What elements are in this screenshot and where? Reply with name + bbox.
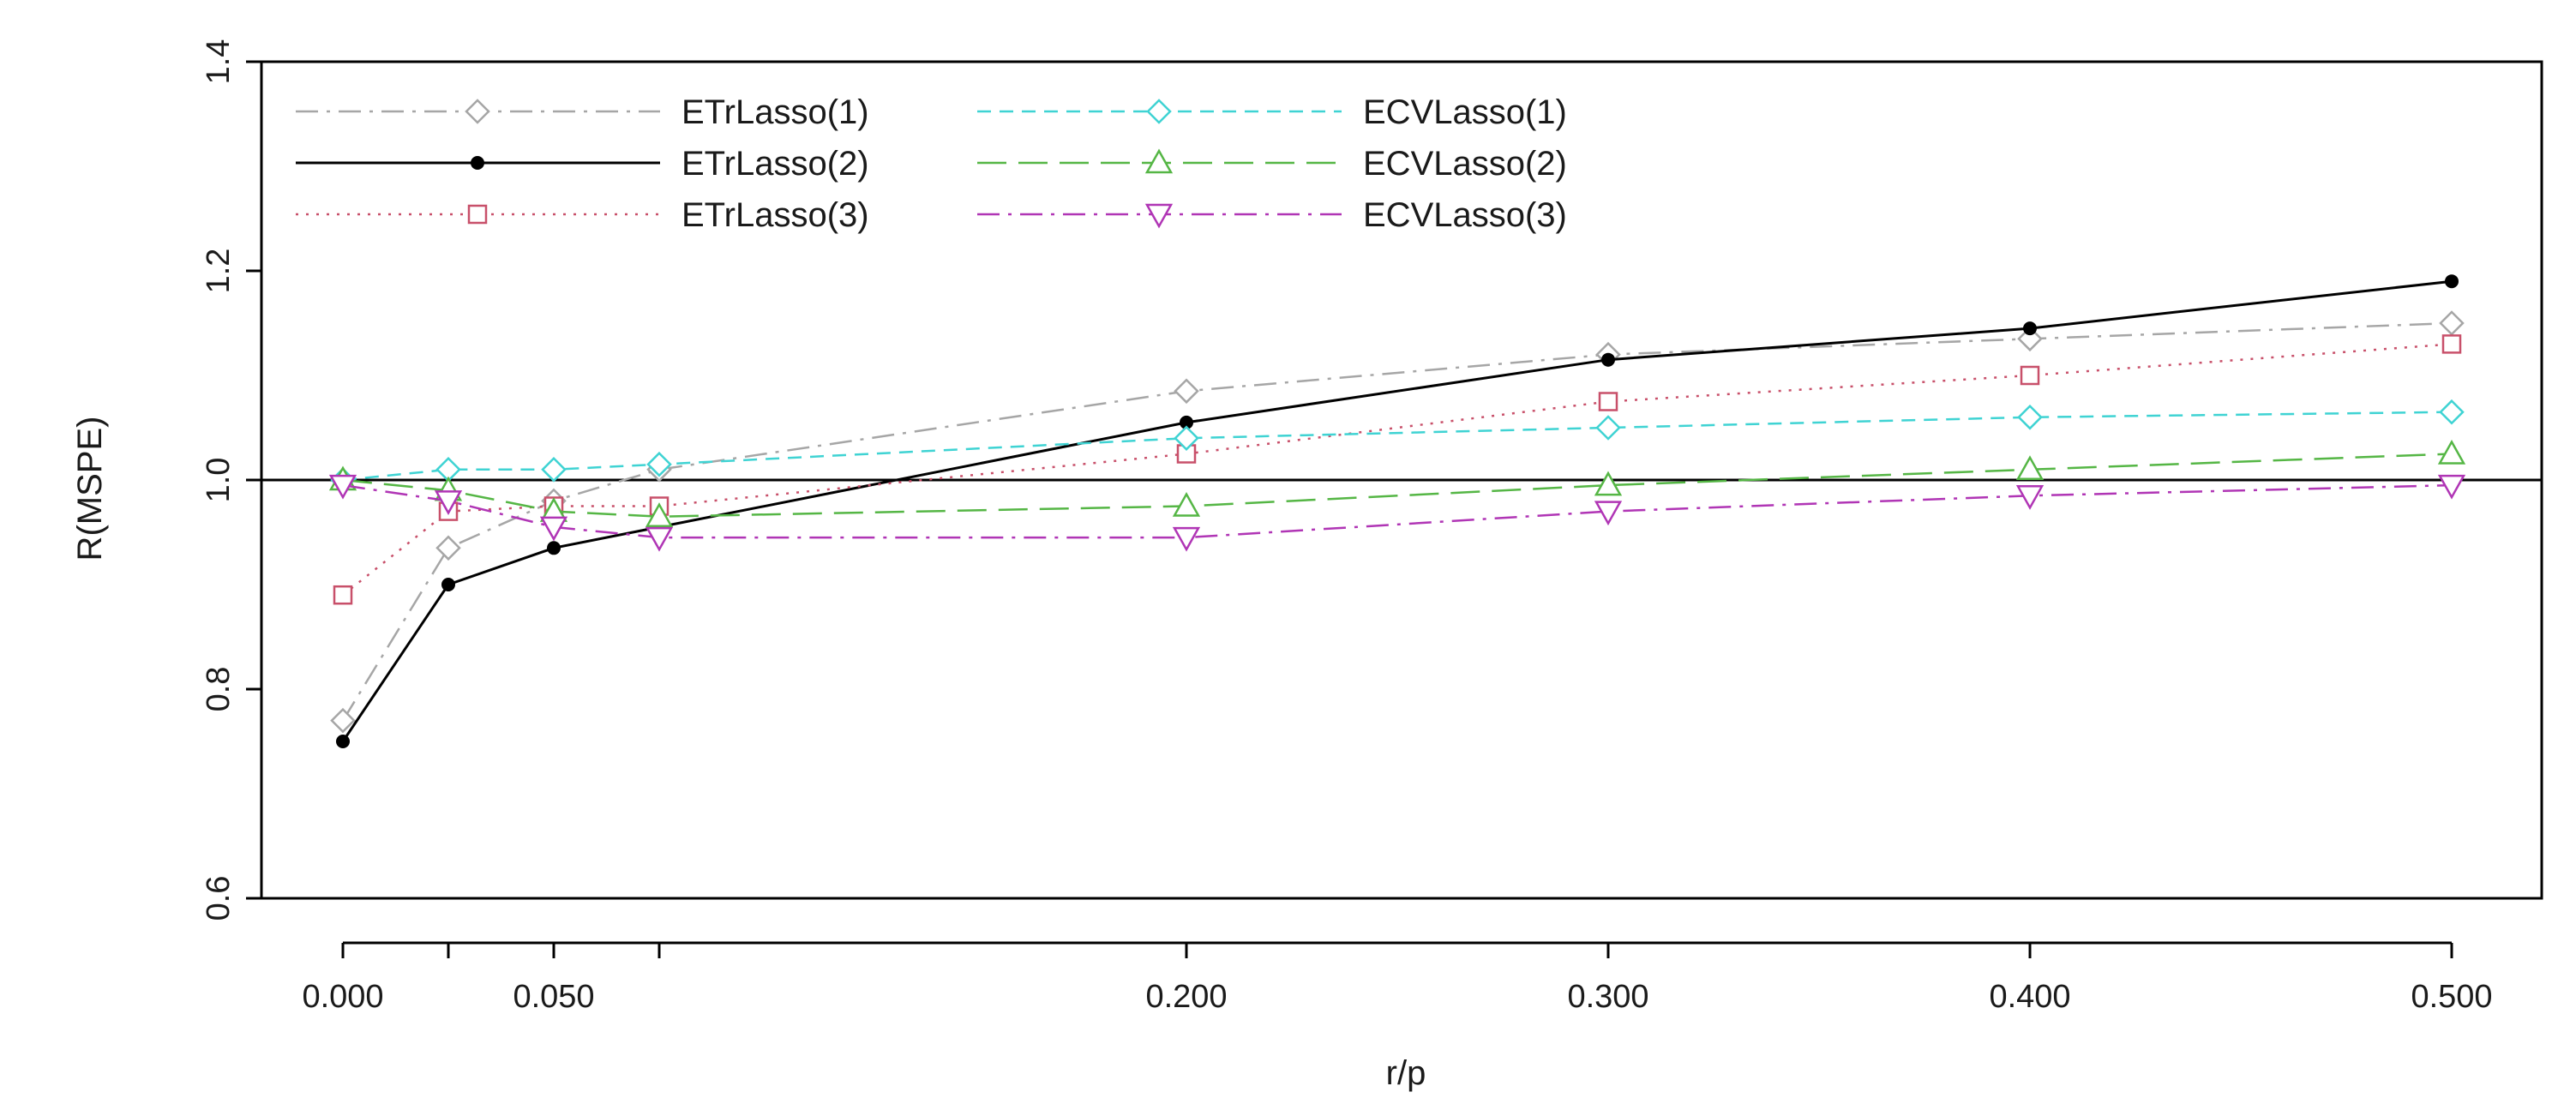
series-etrlasso-2-marker (2445, 274, 2459, 289)
series-etrlasso-2-marker (2023, 321, 2037, 336)
y-axis-title: R(MSPE) (71, 417, 109, 561)
legend-label: ETrLasso(3) (682, 196, 869, 234)
legend-label: ECVLasso(1) (1363, 93, 1567, 131)
series-etrlasso-2-marker (1180, 415, 1193, 429)
series-etrlasso-2-marker (336, 735, 350, 748)
x-tick-label: 0.000 (302, 979, 383, 1015)
x-tick-label: 0.050 (513, 979, 594, 1015)
y-tick-label: 0.6 (201, 876, 237, 921)
series-ecvlasso-3-marker (2437, 474, 2466, 500)
series-etrlasso-1-marker (2017, 326, 2043, 352)
series-ecvlasso-3-marker (328, 474, 357, 500)
series-ecvlasso-3-marker (2015, 485, 2045, 510)
series-ecvlasso-3-marker (645, 526, 674, 552)
legend-marker (465, 99, 490, 124)
series-ecvlasso-1-marker (2439, 399, 2465, 425)
series-ecvlasso-1-marker (2017, 405, 2043, 430)
x-axis: 0.000 0.050 0.200 0.300 0.400 0.500 (302, 941, 2493, 1015)
legend-marker (1144, 148, 1174, 174)
series-etrlasso-2 (336, 274, 2459, 748)
series-etrlasso-1-marker (330, 707, 356, 734)
x-tick-label: 0.400 (1989, 979, 2070, 1015)
x-tick-label: 0.500 (2411, 979, 2492, 1015)
series-etrlasso-2-marker (1601, 352, 1615, 367)
series-ecvlasso-1-marker (1595, 415, 1621, 441)
legend-item-etrlasso-3: ETrLasso(3) (296, 196, 869, 234)
legend-marker (1146, 99, 1172, 124)
legend-marker (471, 156, 484, 170)
series-etrlasso-3-marker (333, 585, 353, 605)
series-line-ecvlasso-1 (342, 411, 2453, 482)
x-tick-label: 0.200 (1145, 979, 1227, 1015)
legend-label: ECVLasso(2) (1363, 145, 1567, 183)
series-ecvlasso-3-marker (1172, 526, 1201, 552)
series-etrlasso-3-marker (1598, 392, 1618, 411)
series-ecvlasso-1-marker (541, 457, 567, 483)
series-etrlasso-1-marker (2439, 310, 2465, 336)
series-line-etrlasso-2 (341, 279, 2453, 742)
series-line-etrlasso-1 (341, 321, 2453, 722)
y-tick-label: 1.4 (201, 39, 237, 85)
series-etrlasso-2-marker (441, 578, 455, 591)
series-ecvlasso-1 (330, 399, 2465, 493)
x-axis-title: r/p (1386, 1054, 1426, 1092)
series-etrlasso-1-marker (1174, 378, 1199, 405)
series-ecvlasso-2-marker (2437, 439, 2466, 465)
series-layer (328, 274, 2466, 748)
series-etrlasso-3-marker (2020, 365, 2040, 386)
series-ecvlasso-3 (328, 474, 2466, 552)
series-etrlasso-2-marker (547, 541, 561, 555)
series-ecvlasso-2-marker (645, 502, 674, 527)
legend-item-ecvlasso-1: ECVLasso(1) (977, 93, 1567, 131)
series-etrlasso-1-marker (435, 535, 461, 561)
legend-item-ecvlasso-3: ECVLasso(3) (977, 196, 1567, 234)
y-tick-label: 1.2 (201, 249, 237, 294)
series-ecvlasso-2-marker (2015, 455, 2045, 481)
legend-item-etrlasso-2: ETrLasso(2) (296, 145, 869, 183)
series-ecvlasso-3-marker (434, 490, 463, 515)
legend-label: ECVLasso(3) (1363, 196, 1567, 234)
series-ecvlasso-2-marker (1594, 471, 1623, 496)
legend-marker (1144, 203, 1174, 229)
legend-label: ETrLasso(2) (682, 145, 869, 183)
legend-item-ecvlasso-2: ECVLasso(2) (977, 145, 1567, 183)
y-tick-label: 1.0 (201, 458, 237, 503)
y-axis: 0.6 0.8 1.0 1.2 1.4 (201, 39, 261, 921)
x-tick-label: 0.300 (1567, 979, 1648, 1015)
series-ecvlasso-1-marker (1174, 425, 1199, 451)
y-tick-label: 0.8 (201, 667, 237, 712)
series-ecvlasso-3-marker (1594, 501, 1623, 526)
legend-item-etrlasso-1: ETrLasso(1) (296, 93, 869, 131)
legend-label: ETrLasso(1) (682, 93, 869, 131)
series-etrlasso-3-marker (2441, 334, 2462, 354)
series-ecvlasso-1-marker (646, 451, 672, 477)
legend-marker (467, 204, 488, 225)
legend: ETrLasso(1) ETrLasso(2) ETrLasso(3) ECVLass… (296, 93, 1567, 234)
series-ecvlasso-3-marker (539, 516, 568, 542)
series-ecvlasso-2-marker (1172, 491, 1201, 517)
series-line-ecvlasso-2 (342, 453, 2453, 518)
